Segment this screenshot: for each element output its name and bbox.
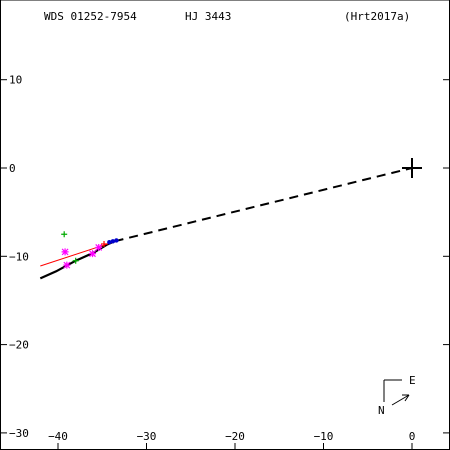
x-tick-label: −30 — [137, 430, 157, 443]
observation-point — [95, 243, 103, 251]
observation-plus-mark — [72, 257, 79, 264]
observation-point — [114, 238, 119, 243]
header-reference: (Hrt2017a) — [344, 10, 410, 23]
observation-marks — [61, 231, 119, 269]
fit-line — [40, 240, 116, 267]
compass-east-label: E — [409, 374, 416, 387]
orbit-curves — [39, 158, 422, 280]
compass-motion-arrow — [391, 394, 410, 406]
observation-plus-mark — [61, 231, 68, 238]
observation-point — [63, 261, 71, 269]
orbit-dashed-segment — [114, 167, 413, 243]
observation-point — [101, 240, 108, 247]
observation-point — [61, 231, 68, 238]
observation-dot-mark — [110, 239, 116, 244]
compass: E N — [378, 374, 416, 417]
axis-ticks: −40 −30 −20 −10 0 10 0 −10 −20 −30 — [0, 74, 450, 450]
observation-star-mark — [95, 243, 103, 251]
observation-star-mark — [63, 261, 71, 269]
header-name: HJ 3443 — [185, 10, 231, 23]
observation-point — [89, 250, 97, 258]
compass-north-label: N — [378, 404, 385, 417]
observation-point — [107, 239, 112, 245]
observation-point — [61, 248, 69, 256]
observation-star-mark — [89, 250, 97, 258]
x-tick-label: −20 — [225, 430, 245, 443]
y-tick-label: −30 — [9, 427, 29, 440]
observation-dot-mark — [107, 239, 112, 245]
y-tick-label: −10 — [9, 250, 29, 263]
x-tick-label: −40 — [48, 430, 68, 443]
observation-plus-mark — [101, 240, 108, 247]
y-tick-label: −20 — [9, 339, 29, 352]
observation-star-mark — [61, 248, 69, 256]
x-tick-label: −10 — [314, 430, 334, 443]
compass-arrowhead — [402, 394, 410, 402]
y-tick-label: 0 — [9, 162, 16, 175]
y-tick-label: 10 — [9, 74, 22, 87]
observation-point — [72, 257, 79, 264]
x-tick-label: 0 — [409, 430, 416, 443]
observation-dot-mark — [114, 238, 119, 243]
header-wds: WDS 01252-7954 — [44, 10, 137, 23]
observation-point — [110, 239, 116, 244]
